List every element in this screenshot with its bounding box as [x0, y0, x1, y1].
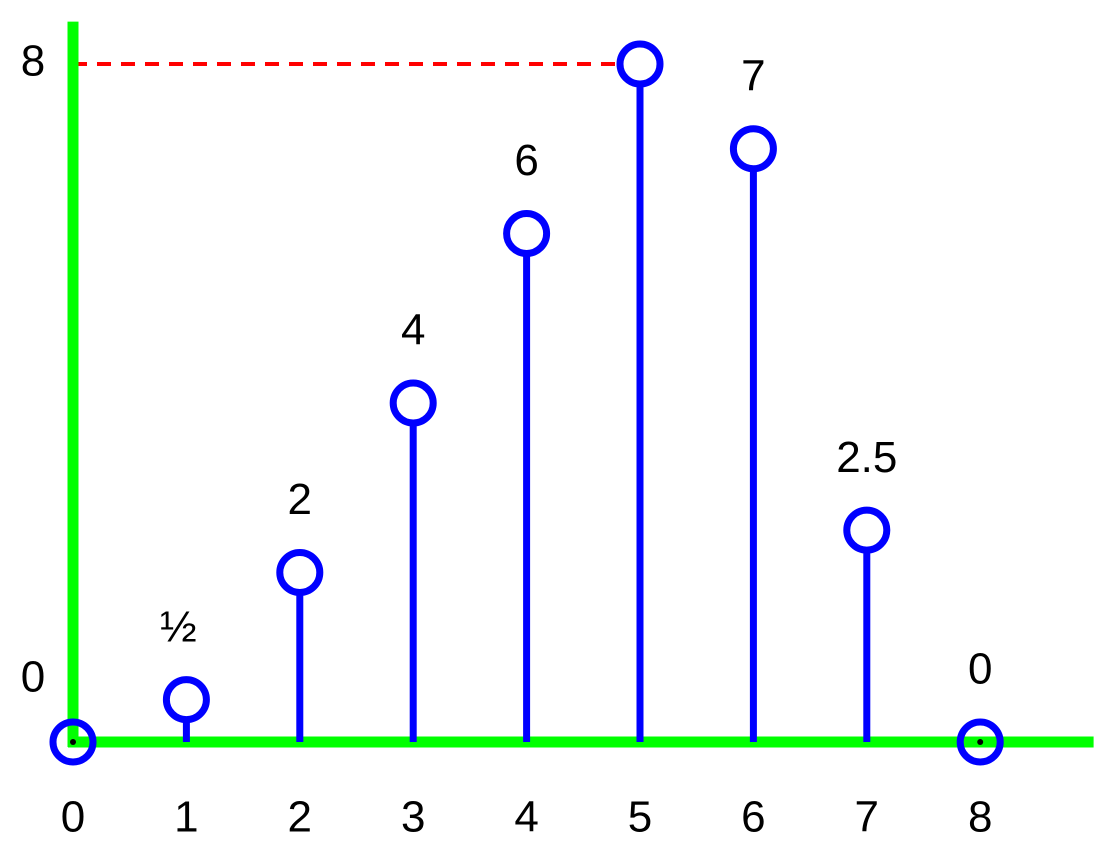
marker-dot [70, 739, 76, 745]
y-tick-label: 8 [21, 37, 45, 86]
x-tick-label: 5 [628, 793, 652, 842]
stem-marker [616, 40, 664, 88]
stem-marker [162, 676, 210, 724]
stem-marker [956, 718, 1004, 766]
stem-marker [49, 718, 97, 766]
value-label: 4 [401, 306, 425, 355]
value-label: 6 [514, 136, 538, 185]
stem-marker [503, 210, 551, 257]
x-tick-label: 7 [855, 793, 879, 842]
x-tick-label: 8 [968, 793, 992, 842]
x-tick-label: 0 [61, 793, 85, 842]
x-tick-label: 1 [174, 793, 198, 842]
x-tick-label: 6 [741, 793, 765, 842]
stem-marker [389, 379, 437, 427]
value-label: ½ [160, 602, 197, 651]
x-tick-label: 3 [401, 793, 425, 842]
stem-marker [276, 549, 324, 596]
y-tick-label: 0 [21, 653, 45, 702]
x-tick-label: 2 [288, 793, 312, 842]
marker-dot [977, 739, 984, 745]
value-label: 2 [288, 475, 312, 524]
value-label: 0 [968, 645, 992, 694]
stem-marker [843, 506, 891, 554]
stem-marker [729, 125, 777, 173]
value-label: 2.5 [836, 433, 897, 482]
x-tick-label: 4 [514, 793, 538, 842]
value-label: 7 [741, 51, 765, 100]
